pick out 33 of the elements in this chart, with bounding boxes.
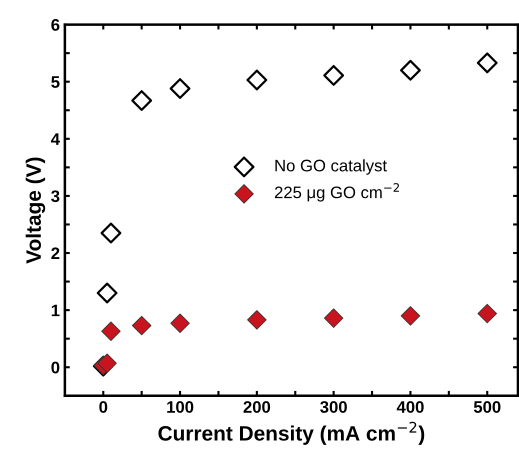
y-tick-label: 0	[51, 362, 60, 374]
x-tick-label: 100	[167, 401, 194, 413]
legend-label: 225 μg GO cm$^{−2}$	[274, 183, 399, 202]
y-tick-label: 5	[51, 76, 60, 88]
legend-label: No GO catalyst	[275, 159, 387, 175]
point	[400, 306, 420, 326]
point	[478, 304, 497, 324]
point	[100, 222, 122, 244]
x-tick-label: 0	[99, 401, 108, 413]
point	[131, 90, 152, 111]
point	[170, 78, 190, 99]
y-tick-label: 6	[51, 18, 60, 31]
x-tick-label: 400	[396, 401, 424, 413]
point	[323, 64, 344, 86]
y-axis-title: Voltage (V)	[26, 158, 46, 264]
point	[101, 322, 121, 341]
point	[97, 354, 117, 373]
x-axis-title: Current Density (mA cm$^{−2}$)	[158, 422, 424, 445]
point	[132, 316, 152, 336]
x-tick-label: 500	[474, 401, 500, 413]
y-tick-label: 1	[52, 304, 60, 316]
x-tick-label: 300	[320, 401, 347, 413]
point	[170, 314, 190, 333]
x-tick-label: 200	[244, 401, 270, 413]
point	[476, 52, 498, 74]
point	[400, 60, 421, 81]
point	[324, 308, 344, 328]
point	[247, 310, 267, 330]
y-tick-label: 4	[51, 133, 60, 145]
y-tick-label: 2	[51, 247, 60, 260]
point	[246, 70, 268, 90]
y-tick-label: 3	[51, 190, 60, 202]
point	[96, 282, 118, 304]
